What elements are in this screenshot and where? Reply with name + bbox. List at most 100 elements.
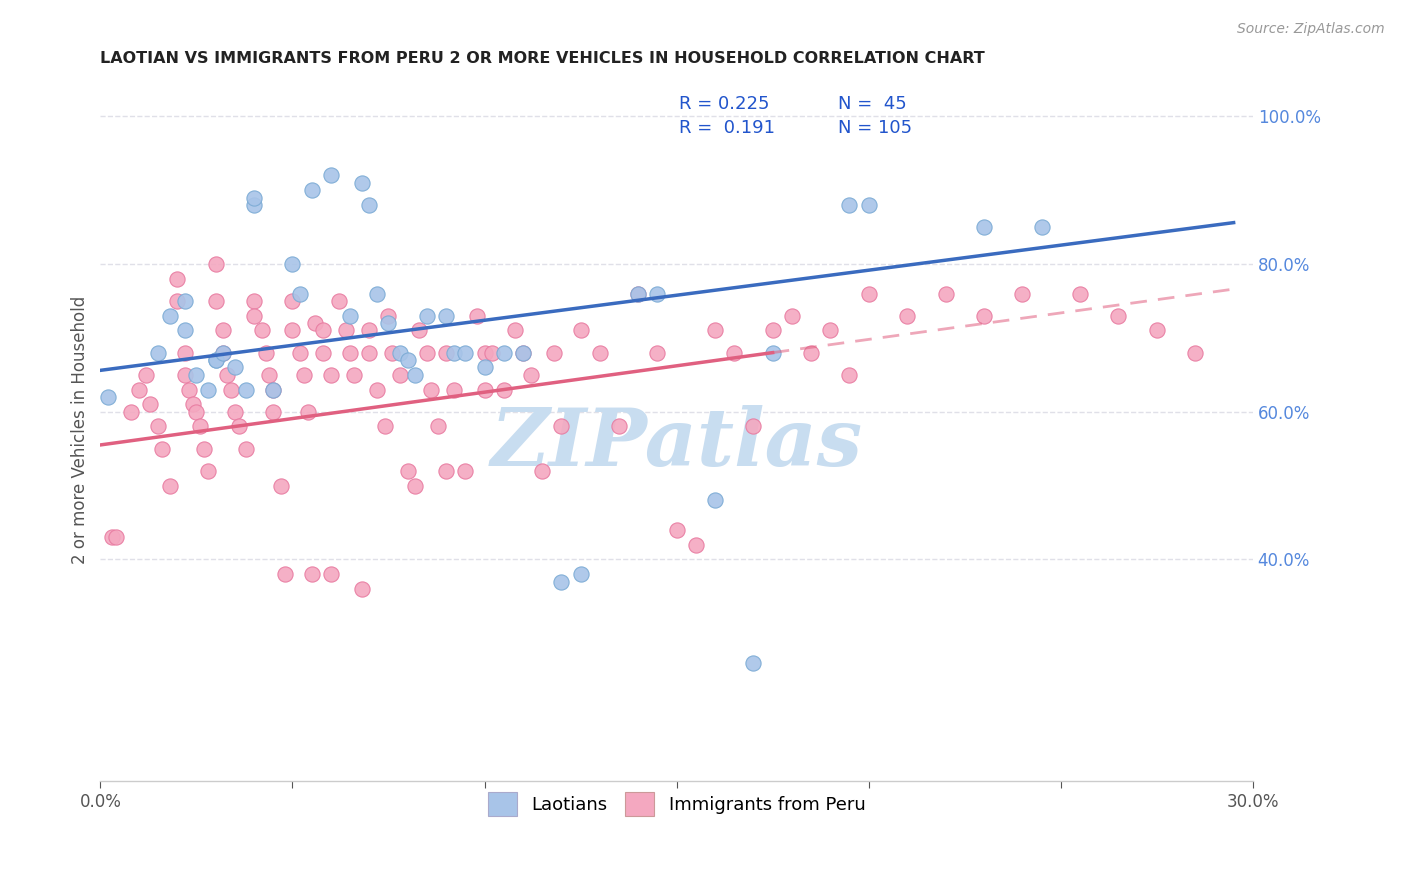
Point	[243, 190, 266, 204]
Point	[550, 574, 572, 589]
Point	[150, 442, 173, 456]
Point	[135, 368, 157, 382]
Point	[359, 198, 381, 212]
Point	[366, 286, 388, 301]
Point	[262, 383, 284, 397]
Point	[193, 442, 215, 456]
Point	[166, 293, 188, 308]
Point	[454, 345, 477, 359]
Point	[388, 368, 411, 382]
Point	[173, 345, 195, 359]
Point	[228, 419, 250, 434]
Point	[262, 405, 284, 419]
Point	[304, 316, 326, 330]
Point	[416, 345, 439, 359]
Point	[270, 478, 292, 492]
Point	[443, 345, 465, 359]
Y-axis label: 2 or more Vehicles in Household: 2 or more Vehicles in Household	[72, 296, 89, 565]
Point	[159, 478, 181, 492]
Text: N = 105: N = 105	[838, 120, 912, 137]
Point	[396, 353, 419, 368]
Text: Source: ZipAtlas.com: Source: ZipAtlas.com	[1237, 22, 1385, 37]
Text: N =  45: N = 45	[838, 95, 907, 113]
Point	[359, 345, 381, 359]
Point	[343, 368, 366, 382]
Point	[512, 345, 534, 359]
Point	[465, 309, 488, 323]
Point	[519, 368, 541, 382]
Point	[288, 345, 311, 359]
Point	[434, 464, 457, 478]
Point	[243, 309, 266, 323]
Point	[647, 345, 669, 359]
Point	[335, 323, 357, 337]
Point	[973, 220, 995, 235]
Point	[204, 257, 226, 271]
Point	[443, 383, 465, 397]
Point	[408, 323, 430, 337]
Point	[128, 383, 150, 397]
Point	[762, 345, 785, 359]
Point	[1069, 286, 1091, 301]
Point	[481, 345, 503, 359]
Point	[212, 345, 235, 359]
Point	[281, 323, 304, 337]
Point	[204, 353, 226, 368]
Point	[685, 538, 707, 552]
Point	[550, 419, 572, 434]
Point	[381, 345, 404, 359]
Point	[224, 405, 246, 419]
Point	[434, 345, 457, 359]
Point	[217, 368, 239, 382]
Point	[569, 323, 592, 337]
Point	[350, 176, 373, 190]
Point	[235, 383, 257, 397]
Point	[512, 345, 534, 359]
Point	[627, 286, 650, 301]
Point	[120, 405, 142, 419]
Point	[607, 419, 630, 434]
Point	[404, 368, 426, 382]
Point	[319, 169, 342, 183]
Point	[301, 183, 323, 197]
Point	[197, 464, 219, 478]
Point	[197, 383, 219, 397]
Point	[377, 316, 399, 330]
Point	[474, 345, 496, 359]
Point	[146, 345, 169, 359]
Point	[339, 345, 361, 359]
Point	[647, 286, 669, 301]
Point	[292, 368, 315, 382]
Point	[1184, 345, 1206, 359]
Legend: Laotians, Immigrants from Peru: Laotians, Immigrants from Peru	[479, 783, 875, 824]
Point	[254, 345, 277, 359]
Point	[503, 323, 526, 337]
Point	[281, 257, 304, 271]
Point	[212, 323, 235, 337]
Point	[838, 198, 860, 212]
Point	[288, 286, 311, 301]
Point	[1146, 323, 1168, 337]
Point	[243, 198, 266, 212]
Point	[896, 309, 918, 323]
Point	[374, 419, 396, 434]
Point	[159, 309, 181, 323]
Point	[224, 360, 246, 375]
Point	[419, 383, 441, 397]
Point	[858, 286, 880, 301]
Point	[301, 567, 323, 582]
Point	[250, 323, 273, 337]
Point	[1107, 309, 1129, 323]
Point	[235, 442, 257, 456]
Point	[312, 323, 335, 337]
Point	[742, 656, 765, 670]
Point	[454, 464, 477, 478]
Text: ZIPatlas: ZIPatlas	[491, 406, 863, 483]
Point	[704, 493, 727, 508]
Point	[388, 345, 411, 359]
Point	[427, 419, 450, 434]
Point	[492, 383, 515, 397]
Point	[181, 397, 204, 411]
Point	[434, 309, 457, 323]
Point	[531, 464, 554, 478]
